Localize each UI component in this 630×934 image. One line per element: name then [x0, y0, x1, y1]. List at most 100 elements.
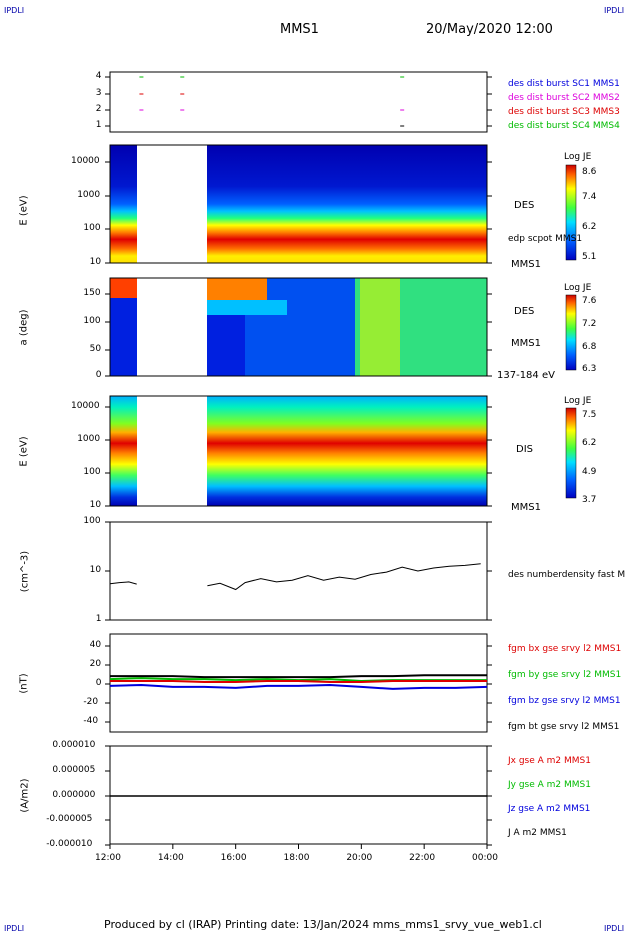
cbar-des-pitch-title: Log JE — [564, 283, 592, 293]
legend-entry: fgm bt gse srvy l2 MMS1 — [508, 722, 620, 732]
current-panel-frame — [109, 745, 488, 845]
y-tick-label: -20 — [83, 697, 99, 707]
density-panel-frame — [109, 521, 488, 621]
y-tick-label: -0.000010 — [46, 839, 93, 849]
cbar-des-pitch-tick: 7.6 — [582, 296, 597, 306]
ylabel-density: (cm^-3) — [19, 550, 31, 593]
y-tick-label: 0 — [95, 370, 102, 380]
cbar-des-energy-tick: 6.2 — [582, 222, 597, 232]
legend-entry: des dist burst SC3 MMS3 — [508, 107, 620, 117]
y-tick-label: 1000 — [77, 434, 101, 444]
corner-mark-br: IPDLI — [604, 924, 625, 933]
x-tick-label: 18:00 — [283, 853, 310, 863]
y-tick-label: 40 — [89, 640, 102, 650]
date-title: 20/May/2020 12:00 — [426, 22, 553, 37]
density-line-group — [109, 563, 481, 591]
y-tick-label: 4 — [95, 71, 102, 81]
legend-entry: Jz gse A m2 MMS1 — [508, 804, 591, 814]
cbar-des-energy-title: Log JE — [564, 152, 592, 162]
y-tick-label: 50 — [89, 344, 102, 354]
y-tick-label: 10000 — [71, 156, 100, 166]
dis-energy-spectrogram — [109, 395, 488, 507]
density-series-line — [109, 581, 137, 585]
y-tick-label: 3 — [95, 88, 102, 98]
dis-energy-name: DIS — [516, 444, 533, 455]
y-tick-label: 10 — [89, 257, 102, 267]
y-tick-label: -40 — [83, 716, 99, 726]
des-pitch-name: DES — [514, 306, 535, 317]
x-tick-label: 22:00 — [409, 853, 436, 863]
cbar-des-energy-tick: 5.1 — [582, 252, 597, 262]
y-tick-label: 2 — [95, 104, 102, 114]
cbar-dis-energy-tick: 3.7 — [582, 495, 597, 505]
x-tick-label: 14:00 — [157, 853, 184, 863]
footer-text: Produced by cl (IRAP) Printing date: 13/… — [104, 918, 542, 931]
des-energy-spectrogram — [109, 144, 488, 264]
cbar-dis-energy-tick: 7.5 — [582, 410, 597, 420]
legend-entry: fgm by gse srvy l2 MMS1 — [508, 670, 622, 680]
ylabel-magnetic: (nT) — [18, 673, 30, 694]
x-tick-label: 20:00 — [346, 853, 373, 863]
cbar-des-pitch-tick: 6.8 — [582, 342, 597, 352]
y-tick-label: 1000 — [77, 190, 101, 200]
legend-entry: des dist burst SC4 MMS4 — [508, 121, 620, 131]
des-pitch-under: MMS1 — [511, 338, 541, 349]
y-tick-label: 0.000005 — [52, 765, 96, 775]
y-tick-label: -0.000005 — [46, 814, 93, 824]
density-series-line — [207, 563, 481, 591]
legend-entry: J A m2 MMS1 — [508, 828, 567, 838]
legend-entry: fgm bz gse srvy l2 MMS1 — [508, 696, 621, 706]
burst-marks-group — [139, 76, 405, 127]
x-tick-label: 00:00 — [472, 853, 498, 863]
axis-ticks-group — [105, 76, 492, 849]
colorbar-des-energy — [565, 164, 577, 261]
y-tick-label: 100 — [83, 223, 101, 233]
des-pitch-spectrogram — [109, 277, 488, 377]
y-tick-label: 100 — [83, 516, 101, 526]
legend-entry: Jy gse A m2 MMS1 — [508, 780, 591, 790]
dis-energy-under: MMS1 — [511, 502, 541, 513]
y-tick-label: 1 — [95, 120, 102, 130]
corner-mark-bl: IPDLI — [4, 924, 25, 933]
y-tick-label: 1 — [95, 614, 102, 624]
colorbar-des-pitch — [565, 294, 577, 371]
cbar-dis-energy-title: Log JE — [564, 396, 592, 406]
legend-entry: des numberdensity fast M — [508, 570, 626, 580]
legend-entry: Jx gse A m2 MMS1 — [508, 756, 591, 766]
des-energy-name: DES — [514, 200, 535, 211]
y-tick-label: 100 — [83, 316, 101, 326]
burst-panel-frame — [109, 71, 488, 133]
corner-mark-tr: IPDLI — [604, 6, 625, 15]
cbar-des-pitch-tick: 7.2 — [582, 319, 597, 329]
y-tick-label: 100 — [83, 467, 101, 477]
colorbar-dis-energy — [565, 407, 577, 499]
y-tick-label: 0.000010 — [52, 740, 96, 750]
magnetic-series-line — [110, 674, 487, 679]
legend-entry: fgm bx gse srvy l2 MMS1 — [508, 644, 622, 654]
ylabel-des-energy: E (eV) — [18, 195, 30, 226]
magnetic-series-line — [110, 680, 487, 683]
cbar-des-pitch-tick: 6.3 — [582, 364, 597, 374]
magnetic-panel-frame — [109, 633, 488, 733]
y-tick-label: 20 — [89, 659, 102, 669]
spacecraft-title: MMS1 — [280, 22, 319, 37]
des-pitch-energy: 137-184 eV — [497, 370, 555, 381]
cbar-des-energy-tick: 8.6 — [582, 167, 597, 177]
cbar-des-energy-tick: 7.4 — [582, 192, 597, 202]
ylabel-current: (A/m2) — [19, 778, 31, 813]
legend-entry: des dist burst SC2 MMS2 — [508, 93, 620, 103]
y-tick-label: 150 — [83, 288, 101, 298]
des-energy-overlay-label: edp scpot MMS1 — [508, 234, 583, 244]
des-energy-under: MMS1 — [511, 259, 541, 270]
y-tick-label: 10 — [89, 500, 102, 510]
ylabel-des-pitch: a (deg) — [18, 309, 30, 346]
cbar-dis-energy-tick: 6.2 — [582, 438, 597, 448]
y-tick-label: 10 — [89, 565, 102, 575]
magnetic-series-line — [109, 683, 488, 690]
magnetic-lines-group — [109, 674, 488, 690]
legend-entry: des dist burst SC1 MMS1 — [508, 79, 620, 89]
corner-mark-tl: IPDLI — [4, 6, 25, 15]
ylabel-dis-energy: E (eV) — [18, 436, 30, 467]
y-tick-label: 0.000000 — [52, 790, 96, 800]
